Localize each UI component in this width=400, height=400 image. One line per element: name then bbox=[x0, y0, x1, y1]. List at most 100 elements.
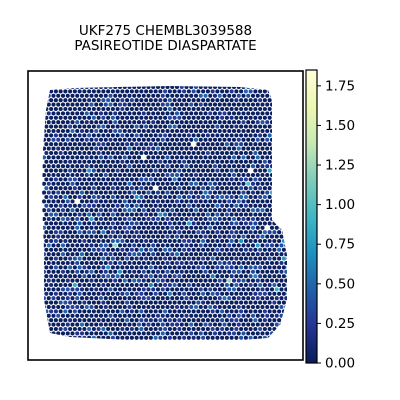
spot bbox=[208, 331, 213, 336]
spot bbox=[212, 331, 218, 336]
spot bbox=[172, 168, 177, 173]
spot bbox=[260, 102, 265, 107]
spot bbox=[87, 150, 92, 156]
spot bbox=[274, 234, 279, 239]
spot bbox=[262, 150, 267, 156]
spot bbox=[203, 155, 208, 160]
spot bbox=[212, 234, 218, 239]
spot bbox=[177, 274, 182, 279]
spot bbox=[193, 260, 199, 266]
spot bbox=[155, 199, 161, 204]
spot bbox=[94, 252, 99, 257]
spot bbox=[134, 186, 139, 191]
spot bbox=[56, 86, 61, 90]
spot bbox=[272, 274, 277, 279]
spot bbox=[122, 86, 127, 90]
spot bbox=[44, 177, 49, 182]
spot bbox=[108, 225, 113, 230]
spot bbox=[122, 102, 127, 107]
spot bbox=[179, 278, 184, 283]
spot bbox=[146, 102, 151, 107]
spot bbox=[174, 137, 180, 142]
spot bbox=[243, 133, 248, 138]
spot bbox=[222, 287, 227, 292]
spot bbox=[198, 181, 203, 186]
spot bbox=[189, 208, 194, 213]
spot bbox=[110, 221, 115, 226]
spot bbox=[224, 159, 229, 164]
spot bbox=[229, 186, 234, 191]
spot bbox=[46, 243, 51, 248]
spot bbox=[89, 199, 94, 204]
spot bbox=[277, 335, 282, 340]
spot bbox=[132, 120, 137, 125]
spot bbox=[144, 221, 149, 226]
spot bbox=[231, 137, 237, 142]
spot bbox=[60, 199, 66, 204]
spot bbox=[146, 137, 151, 142]
spot bbox=[239, 177, 244, 182]
spot bbox=[279, 278, 284, 283]
spot bbox=[212, 190, 218, 195]
spot bbox=[167, 326, 172, 332]
spot bbox=[60, 172, 66, 178]
spot bbox=[212, 260, 218, 266]
spot bbox=[120, 124, 125, 129]
spot bbox=[267, 238, 272, 244]
spot bbox=[189, 304, 194, 310]
spot bbox=[269, 137, 275, 142]
spot bbox=[267, 256, 272, 261]
spot bbox=[117, 234, 123, 239]
spot bbox=[189, 102, 194, 107]
spot bbox=[265, 120, 270, 125]
spot bbox=[184, 243, 189, 248]
spot bbox=[72, 98, 77, 103]
spot bbox=[217, 322, 222, 327]
spot bbox=[65, 155, 70, 160]
spot bbox=[68, 168, 73, 173]
spot bbox=[63, 186, 68, 191]
spot bbox=[243, 186, 248, 191]
spot bbox=[136, 216, 142, 222]
spot bbox=[208, 260, 213, 266]
spot bbox=[94, 243, 99, 248]
spot bbox=[174, 269, 180, 274]
spot bbox=[151, 111, 156, 116]
spot bbox=[234, 274, 239, 279]
spot bbox=[106, 115, 111, 120]
spot bbox=[98, 322, 104, 327]
spot bbox=[96, 89, 101, 94]
spot bbox=[220, 247, 225, 252]
spot bbox=[120, 168, 125, 173]
spot bbox=[68, 159, 73, 164]
spot bbox=[208, 111, 213, 116]
colorbar-tick-label: 0.75 bbox=[325, 237, 355, 253]
spot bbox=[94, 164, 99, 169]
spot bbox=[106, 291, 111, 296]
spot bbox=[132, 287, 137, 292]
spot bbox=[167, 115, 172, 120]
spot bbox=[182, 168, 187, 173]
spot bbox=[91, 309, 96, 314]
spot bbox=[279, 137, 284, 142]
spot bbox=[255, 216, 260, 222]
spot bbox=[132, 269, 137, 274]
spot bbox=[236, 172, 241, 178]
spot bbox=[274, 243, 279, 248]
spot bbox=[220, 194, 225, 200]
spot bbox=[79, 278, 85, 283]
spot bbox=[148, 291, 153, 296]
spot bbox=[82, 326, 87, 332]
spot bbox=[60, 120, 66, 125]
spot bbox=[141, 190, 146, 195]
spot bbox=[82, 221, 87, 226]
spot bbox=[239, 124, 244, 129]
spot bbox=[258, 300, 263, 305]
spot bbox=[49, 194, 54, 200]
spot bbox=[182, 300, 187, 305]
spot bbox=[248, 291, 253, 296]
spot bbox=[262, 142, 267, 147]
spot bbox=[163, 142, 168, 147]
spot bbox=[184, 155, 189, 160]
spot bbox=[165, 102, 170, 107]
